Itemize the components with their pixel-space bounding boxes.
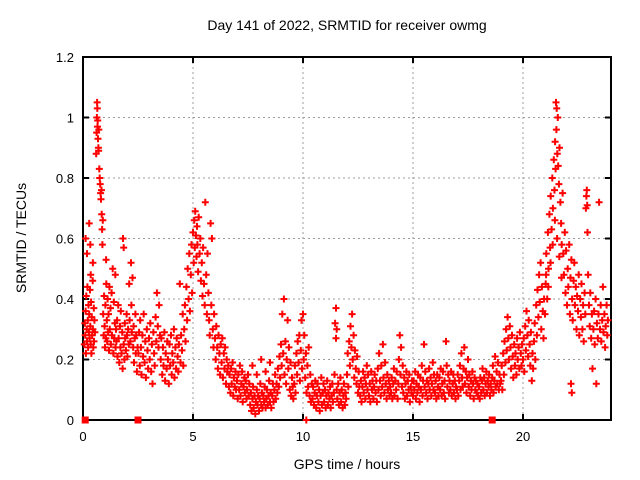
data-points-srmtid xyxy=(80,98,612,424)
chart-title: Day 141 of 2022, SRMTID for receiver owm… xyxy=(207,17,487,33)
svg-text:1: 1 xyxy=(67,111,74,126)
svg-text:5: 5 xyxy=(189,429,196,444)
svg-text:0.6: 0.6 xyxy=(56,232,74,247)
flag-markers-flagged xyxy=(81,416,496,424)
svg-text:0.4: 0.4 xyxy=(56,292,74,307)
flag-marker xyxy=(488,416,496,424)
svg-text:15: 15 xyxy=(406,429,420,444)
svg-text:1.2: 1.2 xyxy=(56,50,74,65)
svg-text:0.8: 0.8 xyxy=(56,171,74,186)
svg-text:10: 10 xyxy=(296,429,310,444)
y-axis-label: SRMTID / TECUs xyxy=(13,182,29,294)
x-axis-label: GPS time / hours xyxy=(293,456,401,472)
x-tick-labels: 0 5 10 15 20 xyxy=(79,429,530,444)
svg-text:0: 0 xyxy=(79,429,86,444)
flag-marker xyxy=(134,416,142,424)
svg-text:20: 20 xyxy=(516,429,530,444)
flag-marker xyxy=(81,416,89,424)
svg-text:0: 0 xyxy=(67,413,74,428)
svg-text:0.2: 0.2 xyxy=(56,353,74,368)
grid-lines xyxy=(83,57,611,420)
y-tick-labels: 0 0.2 0.4 0.6 0.8 1 1.2 xyxy=(56,50,74,428)
